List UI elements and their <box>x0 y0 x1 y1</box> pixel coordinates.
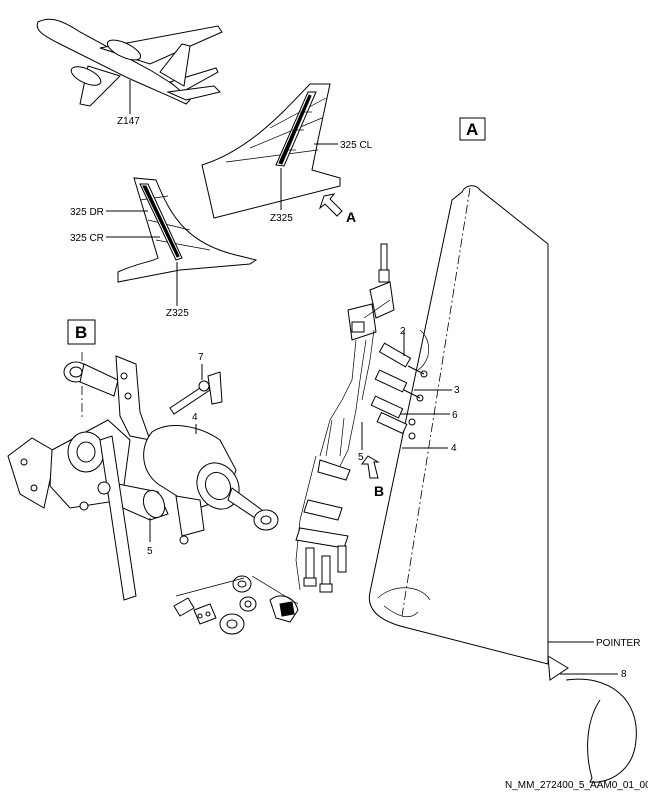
actuator-3 <box>374 369 424 402</box>
actuator-6 <box>370 395 416 426</box>
view-b-box-label: B <box>75 323 87 342</box>
view-a-box: A <box>459 117 486 141</box>
item-5-right-label: 5 <box>358 452 364 463</box>
view-b-box: B <box>67 319 96 345</box>
actuator-4 <box>376 411 416 440</box>
lower-stabilizer: 325 DR 325 CR Z325 <box>70 177 258 319</box>
item-8-label: 8 <box>621 669 627 680</box>
aircraft-overview: Z147 <box>36 18 223 127</box>
item-6-label: 6 <box>452 410 458 421</box>
hardware-parts <box>173 575 299 635</box>
cl-label: 325 CL <box>340 140 373 151</box>
item-3-label: 3 <box>454 385 460 396</box>
detail-b-assembly: 4 5 7 <box>7 352 279 601</box>
item-5-left-label: 5 <box>147 546 153 557</box>
cr-label: 325 CR <box>70 233 104 244</box>
control-surface: POINTER 8 <box>368 185 640 783</box>
view-b-arrow-icon <box>361 455 380 479</box>
pointer-icon <box>547 655 569 681</box>
view-a-arrow-label: A <box>346 209 356 225</box>
z147-label: Z147 <box>117 116 140 127</box>
view-b-arrow-label: B <box>374 483 384 499</box>
item-4-right-label: 4 <box>451 443 457 454</box>
actuator-2 <box>378 342 428 378</box>
item-7-label: 7 <box>198 352 204 363</box>
item-2-label: 2 <box>400 326 406 337</box>
actuator-assembly: 2 3 6 4 5 B <box>295 243 460 593</box>
pointer-label: POINTER <box>596 638 640 649</box>
figure-reference: N_MM_272400_5_AAM0_01_00 <box>505 780 648 791</box>
view-a-box-label: A <box>466 120 478 139</box>
z325-top-label: Z325 <box>270 213 293 224</box>
dr-label: 325 DR <box>70 207 104 218</box>
z325-bottom-label: Z325 <box>166 308 189 319</box>
item-4-left-label: 4 <box>192 412 198 423</box>
upper-stabilizer: 325 CL Z325 A <box>201 83 373 225</box>
view-a-arrow-icon <box>318 193 343 217</box>
